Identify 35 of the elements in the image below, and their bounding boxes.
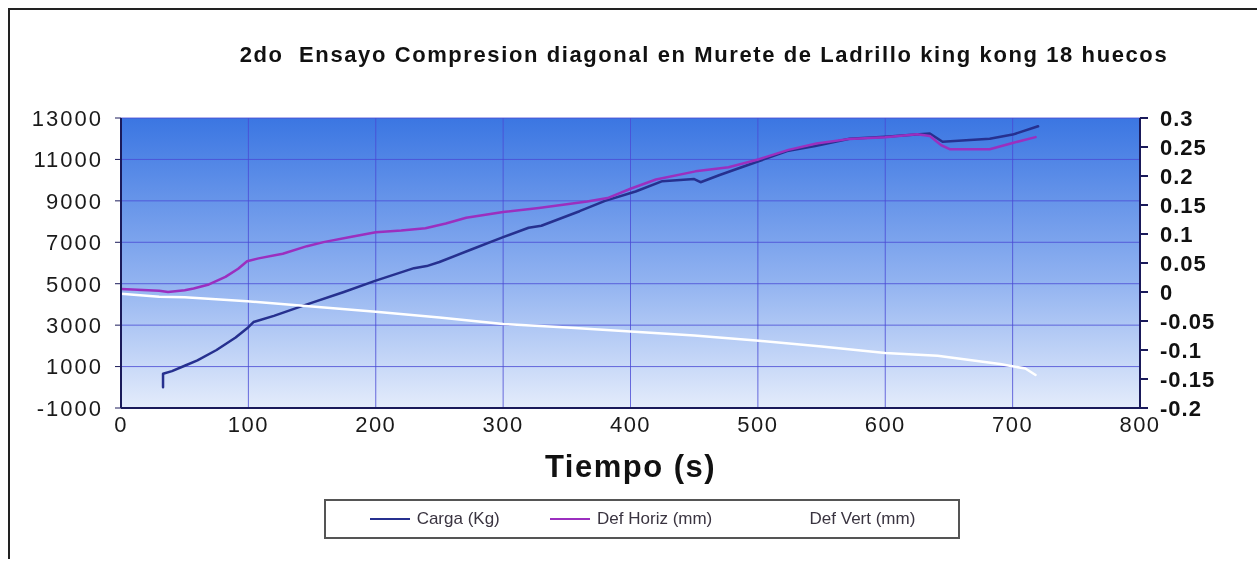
y2-tick-label: -0.05 xyxy=(1160,308,1216,334)
y2-tick-label: 0 xyxy=(1160,279,1174,305)
line-series xyxy=(121,292,1037,377)
x-tick-label: 800 xyxy=(1119,411,1161,437)
legend-label: Def Horiz (mm) xyxy=(597,509,713,529)
x-tick-label: 300 xyxy=(482,411,524,437)
y2-tick-label: -0.15 xyxy=(1160,366,1216,392)
y-tick-label: -1000 xyxy=(36,395,103,421)
x-tick-label: 600 xyxy=(864,411,906,437)
y2-tick-label: 0.2 xyxy=(1160,163,1194,189)
x-tick-label: 500 xyxy=(737,411,779,437)
y2-tick-label: 0.25 xyxy=(1160,134,1207,160)
legend-label: Carga (Kg) xyxy=(416,509,500,529)
x-tick-label: 700 xyxy=(992,411,1034,437)
chart-title: 2do Ensayo Compresion diagonal en Murete de Ladrillo king kong 18 huecos xyxy=(239,42,1169,68)
y-tick-label: 13000 xyxy=(31,105,103,131)
x-axis-title: Tiempo (s) xyxy=(544,449,717,484)
y2-tick-label: 0.05 xyxy=(1160,250,1207,276)
y2-tick-label: 0.3 xyxy=(1160,105,1194,131)
y2-tick-label: 0.15 xyxy=(1160,192,1207,218)
y-tick-label: 1000 xyxy=(46,354,103,380)
x-tick-label: 0 xyxy=(114,411,128,437)
y-tick-label: 5000 xyxy=(46,271,103,297)
line-series xyxy=(121,132,1037,294)
x-tick-label: 200 xyxy=(355,411,397,437)
y2-tick-label: 0.1 xyxy=(1160,221,1194,247)
y-tick-label: 3000 xyxy=(46,312,103,338)
x-tick-label: 400 xyxy=(609,411,652,437)
text: Def Vert (mm) xyxy=(809,509,916,529)
y-tick-label: 7000 xyxy=(46,230,103,256)
y2-tick-label: -0.1 xyxy=(1160,337,1202,363)
x-tick-label: 100 xyxy=(227,411,269,437)
y-tick-label: 9000 xyxy=(46,188,103,214)
y2-tick-label: -0.2 xyxy=(1160,395,1202,421)
y-tick-label: 11000 xyxy=(33,147,103,173)
